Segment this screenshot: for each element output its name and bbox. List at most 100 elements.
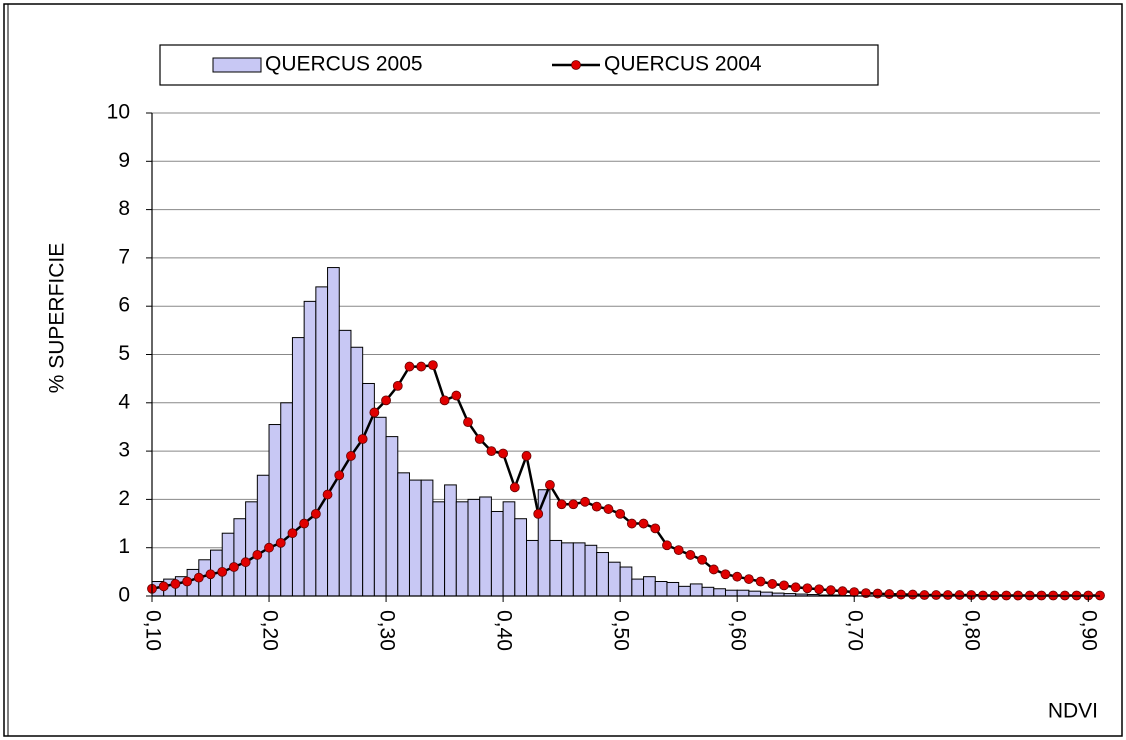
- marker: [626, 518, 637, 529]
- marker: [685, 550, 696, 560]
- bar: [607, 561, 621, 597]
- marker: [322, 489, 333, 500]
- marker: [954, 590, 965, 600]
- y-tick-label: 5: [118, 342, 130, 365]
- bar: [713, 588, 726, 597]
- bar: [490, 510, 504, 597]
- marker: [334, 470, 345, 481]
- marker: [252, 550, 263, 560]
- marker: [743, 574, 754, 584]
- marker: [872, 588, 883, 599]
- marker: [240, 557, 251, 568]
- y-tick-label: 3: [118, 439, 130, 462]
- marker: [907, 589, 918, 600]
- marker: [357, 434, 368, 444]
- marker: [708, 564, 719, 575]
- y-tick-label: 10: [107, 101, 130, 124]
- x-axis-label: NDVI: [1048, 700, 1098, 723]
- frame: [3, 3, 1123, 737]
- bar: [397, 472, 410, 597]
- y-tick-label: 9: [118, 149, 130, 172]
- x-tick-label: 0,80: [961, 610, 984, 651]
- marker: [287, 528, 298, 539]
- x-tick-label: 0,40: [493, 610, 516, 651]
- marker: [919, 590, 930, 600]
- marker: [451, 390, 462, 401]
- marker: [427, 360, 438, 371]
- bar: [256, 474, 270, 597]
- marker: [790, 582, 801, 593]
- marker: [193, 572, 204, 583]
- y-axis-label: % SUPERFICIE: [46, 243, 69, 394]
- bar: [315, 286, 329, 597]
- marker: [662, 540, 672, 551]
- x-tick-label: 0,60: [727, 610, 750, 651]
- marker: [568, 499, 579, 510]
- bar: [373, 416, 387, 597]
- marker: [182, 576, 193, 587]
- marker: [346, 451, 356, 461]
- marker: [369, 407, 380, 418]
- marker: [533, 508, 544, 519]
- bar: [572, 542, 586, 597]
- x-tick-label: 0,50: [610, 610, 633, 651]
- bar: [526, 539, 539, 597]
- marker: [275, 537, 286, 548]
- bar: [338, 329, 352, 597]
- marker: [545, 480, 555, 490]
- marker: [521, 451, 532, 461]
- x-tick-label: 0,20: [258, 610, 281, 651]
- bar: [724, 589, 738, 597]
- marker: [802, 583, 813, 594]
- y-tick-label: 1: [118, 535, 130, 558]
- bar: [514, 518, 528, 597]
- bar: [385, 436, 399, 597]
- bar: [537, 489, 551, 597]
- bar: [701, 586, 715, 597]
- marker: [861, 588, 871, 599]
- marker: [416, 361, 427, 372]
- marker: [720, 569, 731, 580]
- marker: [942, 590, 953, 600]
- y-tick-label: 6: [118, 294, 130, 317]
- marker: [509, 482, 520, 493]
- bar: [280, 402, 293, 597]
- marker: [556, 499, 567, 510]
- marker: [755, 576, 766, 587]
- marker: [404, 361, 415, 372]
- bar: [654, 581, 668, 597]
- bar: [408, 479, 422, 597]
- marker: [896, 589, 906, 600]
- bar: [678, 585, 691, 597]
- x-tick-label: 0,90: [1078, 610, 1101, 651]
- bar: [596, 552, 609, 597]
- marker: [392, 380, 403, 391]
- marker: [217, 566, 228, 577]
- line: [151, 363, 1100, 597]
- marker: [498, 448, 509, 459]
- marker: [814, 584, 825, 595]
- bar: [455, 501, 469, 597]
- y-tick-label: 7: [118, 245, 130, 268]
- marker: [170, 579, 181, 589]
- marker: [650, 523, 661, 534]
- marker: [767, 579, 778, 589]
- marker: [779, 580, 789, 591]
- legend-box: [159, 44, 879, 86]
- marker: [849, 587, 860, 598]
- marker: [310, 508, 321, 519]
- x-tick-label: 0,70: [844, 610, 867, 651]
- marker: [931, 590, 942, 600]
- bar: [268, 424, 282, 597]
- marker: [299, 518, 310, 529]
- marker: [697, 554, 707, 565]
- bar: [643, 576, 656, 597]
- bar: [561, 542, 574, 597]
- bar: [245, 501, 258, 597]
- bar: [666, 581, 680, 597]
- marker: [474, 434, 485, 444]
- bar: [420, 479, 434, 597]
- bar: [631, 578, 645, 597]
- bar: [584, 544, 598, 597]
